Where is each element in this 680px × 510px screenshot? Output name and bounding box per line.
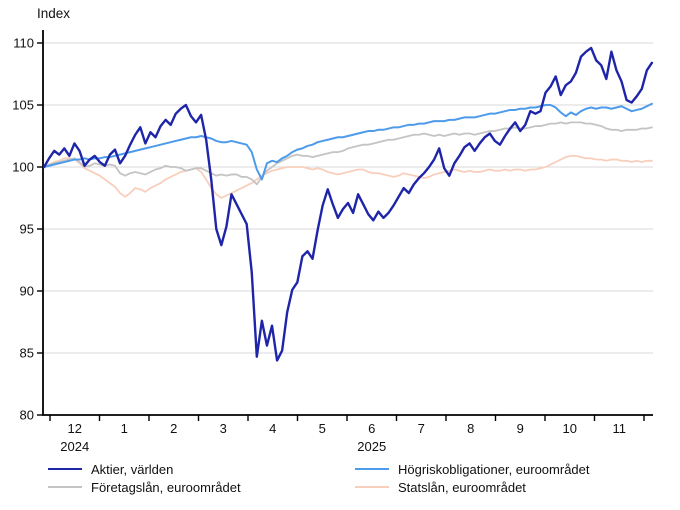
y-tick-label: 95 [20, 222, 34, 237]
x-tick-label: 8 [467, 421, 474, 436]
series-line-2 [43, 121, 653, 186]
y-axis-title: Index [37, 6, 71, 21]
x-tick-label: 3 [220, 421, 227, 436]
y-tick-label: 110 [13, 36, 34, 51]
legend-label: Statslån, euroområdet [398, 479, 526, 495]
y-tick-label: 90 [20, 284, 34, 299]
year-label: 2024 [60, 439, 89, 454]
x-tick-label: 9 [517, 421, 524, 436]
series-line-1 [43, 102, 653, 181]
legend-swatch-line [355, 486, 389, 488]
x-tick-label: 11 [613, 421, 627, 436]
series-line-3 [43, 154, 653, 199]
legend-item: Företagslån, euroområdet [48, 478, 241, 496]
x-tick-label: 7 [418, 421, 425, 436]
legend-item: Aktier, världen [48, 460, 241, 478]
x-tick-label: 4 [269, 421, 276, 436]
y-tick-label: 80 [20, 408, 34, 423]
chart-legend: Aktier, världen Företagslån, euroområdet … [0, 460, 680, 504]
legend-swatch-line [48, 468, 82, 470]
x-tick-label: 2 [170, 421, 177, 436]
x-tick-label: 12 [68, 421, 82, 436]
series-line-0 [42, 46, 654, 362]
legend-label: Högriskobligationer, euroområdet [398, 461, 590, 477]
legend-label: Företagslån, euroområdet [91, 479, 241, 495]
x-tick-label: 10 [563, 421, 577, 436]
legend-item: Högriskobligationer, euroområdet [355, 460, 590, 478]
y-tick-label: 85 [20, 346, 34, 361]
legend-label: Aktier, världen [91, 461, 174, 477]
x-tick-label: 1 [121, 421, 128, 436]
y-tick-label: 100 [12, 160, 34, 175]
legend-item: Statslån, euroområdet [355, 478, 590, 496]
legend-column: Aktier, världen Företagslån, euroområdet [48, 460, 241, 496]
legend-column: Högriskobligationer, euroområdet Statslån… [355, 460, 590, 496]
x-tick-label: 5 [319, 421, 326, 436]
legend-swatch-line [355, 468, 389, 470]
legend-swatch-line [48, 486, 82, 488]
x-tick-label: 6 [368, 421, 375, 436]
y-tick-label: 105 [12, 98, 34, 113]
year-label: 2025 [357, 439, 386, 454]
